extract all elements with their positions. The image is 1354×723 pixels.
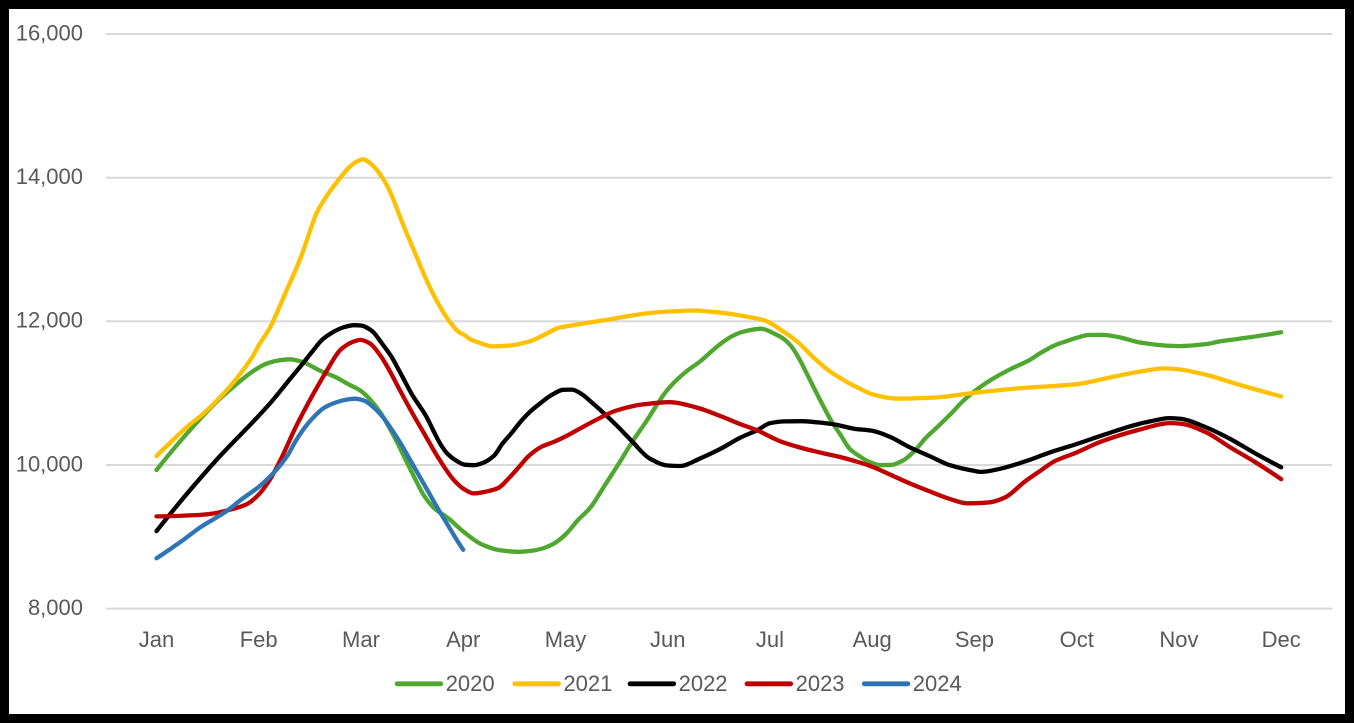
svg-text:2023: 2023 <box>796 671 845 696</box>
svg-text:12,000: 12,000 <box>16 308 83 333</box>
svg-text:May: May <box>545 627 587 652</box>
svg-text:Nov: Nov <box>1159 627 1198 652</box>
svg-text:16,000: 16,000 <box>16 20 83 45</box>
svg-text:Feb: Feb <box>240 627 278 652</box>
svg-text:Jul: Jul <box>756 627 784 652</box>
svg-text:Oct: Oct <box>1060 627 1094 652</box>
svg-text:2021: 2021 <box>563 671 612 696</box>
svg-text:2022: 2022 <box>679 671 728 696</box>
svg-text:Aug: Aug <box>853 627 892 652</box>
svg-text:Apr: Apr <box>446 627 480 652</box>
svg-text:Jan: Jan <box>139 627 174 652</box>
svg-text:Jun: Jun <box>650 627 685 652</box>
svg-text:10,000: 10,000 <box>16 451 83 476</box>
svg-text:14,000: 14,000 <box>16 164 83 189</box>
svg-text:2020: 2020 <box>446 671 495 696</box>
svg-text:Dec: Dec <box>1262 627 1301 652</box>
svg-text:8,000: 8,000 <box>28 595 83 620</box>
svg-text:Sep: Sep <box>955 627 994 652</box>
svg-text:2024: 2024 <box>913 671 962 696</box>
svg-text:Mar: Mar <box>342 627 380 652</box>
